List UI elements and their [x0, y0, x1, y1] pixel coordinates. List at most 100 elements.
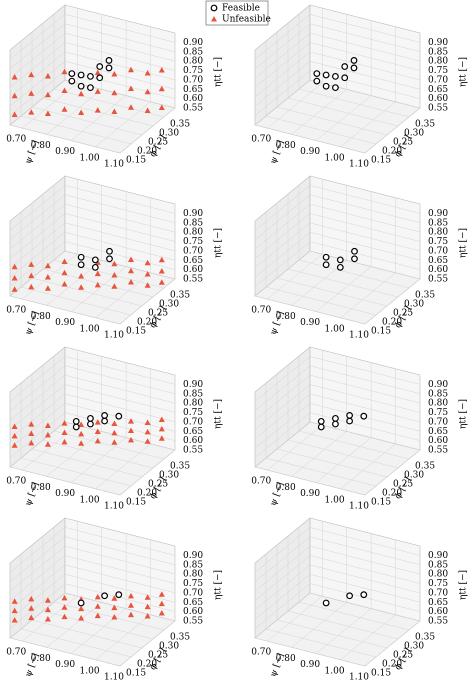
x-tick-label: 0.90 — [300, 318, 320, 328]
y-tick-label: 0.25 — [148, 480, 168, 490]
grid-line — [22, 595, 78, 642]
feasible-point — [115, 591, 123, 599]
x-tick-label: 0.80 — [31, 141, 51, 151]
grid-line — [9, 23, 66, 69]
feasible-point — [96, 74, 104, 82]
unfeasible-point — [28, 283, 35, 290]
y-tick-label: 0.20 — [382, 318, 402, 328]
grid-line — [9, 185, 66, 231]
z-tick-label: 0.80 — [183, 570, 203, 580]
y-tick-label: 0.20 — [137, 147, 157, 157]
x-tick-label: 0.70 — [6, 477, 26, 487]
grid-line — [9, 574, 66, 620]
grid-line — [309, 384, 421, 413]
x-tick-label: 1.10 — [349, 331, 369, 341]
legend-marker — [211, 16, 217, 22]
unfeasible-point — [44, 597, 51, 603]
unfeasible-point — [94, 603, 101, 609]
y-tick-label: 0.15 — [126, 669, 146, 679]
grid-line — [9, 403, 66, 449]
feasible-point — [332, 72, 339, 80]
unfeasible-point — [94, 107, 101, 113]
z-tick-label: 0.55 — [428, 275, 448, 285]
plot-3d: 0.70 0.80 0.90 1.00 1.10 0.150.200.250.300.35… — [6, 4, 224, 170]
grid-line — [309, 232, 421, 261]
y-tick-label: 0.30 — [159, 471, 179, 481]
unfeasible-point — [144, 613, 151, 619]
grid-line — [42, 439, 154, 469]
z-tick-label: 0.85 — [428, 560, 448, 570]
grid-line — [340, 272, 396, 318]
unfeasible-point — [111, 71, 118, 77]
plot-3d: 0.70 0.80 0.90 1.00 1.10 0.150.200.250.300.35… — [251, 517, 469, 683]
grid-line — [254, 592, 311, 639]
grid-line — [9, 42, 66, 88]
y-tick-label: 0.15 — [371, 156, 391, 166]
unfeasible-point — [78, 421, 85, 427]
unfeasible-point — [61, 106, 68, 112]
feasible-point — [346, 412, 354, 419]
feasible-point — [322, 71, 330, 79]
grid-line — [254, 70, 311, 116]
feasible-point — [68, 70, 76, 77]
grid-line — [287, 268, 399, 298]
unfeasible-point — [128, 592, 134, 599]
unfeasible-point — [111, 283, 118, 289]
grid-line — [287, 97, 399, 127]
grid-line — [64, 574, 176, 603]
y-tick-label: 0.25 — [148, 651, 168, 661]
grid-line — [309, 564, 421, 594]
unfeasible-point — [28, 90, 35, 96]
x-tick-label: 1.10 — [104, 502, 124, 512]
z-tick-label: 0.90 — [183, 551, 203, 561]
y-tick-label: 0.15 — [371, 498, 391, 508]
grid-line — [309, 222, 421, 252]
z-tick-label: 0.85 — [183, 560, 203, 570]
grid-line — [22, 424, 78, 471]
x-tick-label: 0.80 — [276, 483, 296, 493]
unfeasible-point — [44, 262, 51, 269]
grid-line — [9, 421, 66, 468]
feasible-point — [91, 263, 99, 271]
x-tick-label: 0.70 — [251, 477, 271, 487]
z-tick-label: 0.80 — [428, 399, 448, 409]
grid-line — [309, 14, 421, 43]
y-tick-label: 0.25 — [393, 309, 413, 319]
z-tick-label: 0.70 — [428, 417, 448, 427]
unfeasible-point — [158, 67, 165, 73]
grid-line — [64, 384, 176, 413]
z-tick-label: 0.60 — [428, 607, 448, 617]
z-axis-label: ηtt [−] — [459, 399, 469, 429]
z-axis-label: ηtt [−] — [214, 399, 224, 429]
grid-line — [9, 213, 66, 259]
unfeasible-point — [11, 442, 18, 448]
grid-line — [267, 595, 323, 642]
unfeasible-point — [44, 110, 51, 116]
unfeasible-point — [128, 602, 134, 608]
y-tick-label: 0.20 — [382, 489, 402, 499]
grid-line — [119, 449, 176, 496]
grid-line — [9, 393, 66, 440]
feasible-point — [336, 263, 344, 271]
grid-line — [254, 412, 311, 458]
grid-line — [70, 95, 127, 141]
grid-line — [309, 545, 421, 575]
unfeasible-point — [28, 614, 35, 621]
z-axis-label: ηtt [−] — [214, 570, 224, 600]
unfeasible-point — [111, 89, 118, 96]
grid-line — [254, 232, 311, 278]
grid-line — [9, 51, 66, 98]
y-tick-label: 0.15 — [126, 498, 146, 508]
grid-line — [276, 277, 388, 307]
z-tick-label: 0.65 — [428, 85, 448, 95]
grid-line — [254, 32, 311, 79]
feasible-point — [101, 417, 108, 425]
unfeasible-point — [11, 598, 18, 604]
unfeasible-point — [158, 610, 165, 616]
grid-line — [309, 421, 421, 451]
unfeasible-point — [11, 286, 18, 292]
grid-line — [22, 253, 78, 300]
unfeasible-point — [61, 269, 68, 276]
grid-line — [254, 241, 311, 287]
grid-line — [53, 601, 165, 631]
